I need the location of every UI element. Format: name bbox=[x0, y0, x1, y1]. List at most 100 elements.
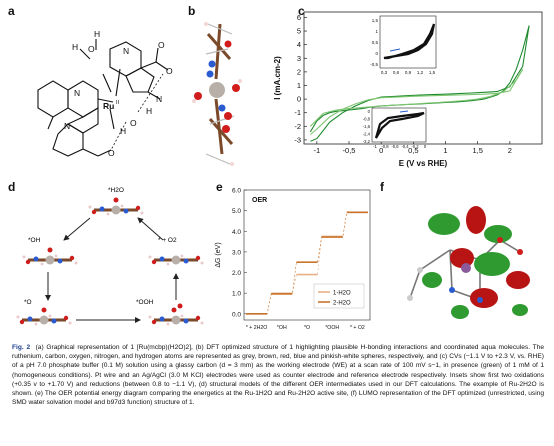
cv-ytick-label: 1 bbox=[297, 81, 301, 90]
cv-xtick-label: 0,5 bbox=[408, 146, 418, 155]
oer-series-0 bbox=[246, 212, 368, 315]
intermediates-drawing: *H2O *OH * + O2 *O *OOH bbox=[15, 187, 205, 327]
panel-d-label: d bbox=[8, 180, 16, 194]
atom-ru-ox: II bbox=[116, 100, 120, 106]
atom-o5: O bbox=[130, 118, 137, 128]
oer-ytick-label: 2.0 bbox=[232, 270, 241, 277]
atom-h4: H bbox=[120, 126, 126, 136]
cv-ytick-label: 6 bbox=[297, 13, 301, 22]
atom-ru: Ru bbox=[103, 101, 114, 111]
inset2-ytick-label: 0 bbox=[368, 109, 371, 114]
cv-ytick-label: 2 bbox=[297, 67, 301, 76]
inset1-ytick-label: 0 bbox=[375, 51, 378, 56]
cv-ytick-label: 0 bbox=[297, 95, 301, 104]
cv-xtick-label: 1,5 bbox=[472, 146, 482, 155]
oer-ytick-label: 4.0 bbox=[232, 229, 241, 236]
cv-xtick-label: 2 bbox=[508, 146, 512, 155]
inset1-ytick-label: 1,5 bbox=[372, 18, 379, 23]
state-h2o: *H2O bbox=[108, 187, 124, 194]
cv-ytick-label: 3 bbox=[297, 54, 301, 63]
inset1-xtick-label: 0,3 bbox=[381, 70, 388, 75]
panel-c-label: c bbox=[298, 4, 305, 18]
cv-frame bbox=[303, 11, 543, 145]
oer-ytick-label: 3.0 bbox=[232, 249, 241, 256]
oer-ytick-label: 0.0 bbox=[232, 311, 241, 318]
state-o2: * + O2 bbox=[158, 237, 177, 244]
inset2-xtick-label: -0,2 bbox=[411, 144, 419, 149]
cv-xtick-label: -1 bbox=[314, 146, 321, 155]
state-o: *O bbox=[24, 299, 32, 306]
atom-o4: O bbox=[108, 148, 115, 158]
oer-legend bbox=[313, 283, 365, 309]
atom-h2: H bbox=[94, 29, 100, 39]
cv-series-3 bbox=[310, 68, 524, 135]
oer-legend-label: 2-H2O bbox=[333, 301, 351, 307]
panel-b-label: b bbox=[188, 4, 196, 18]
oer-frame bbox=[243, 189, 371, 321]
inset1-xtick-label: 1,5 bbox=[429, 70, 436, 75]
state-oh: *OH bbox=[28, 237, 41, 244]
figure-caption: Fig. 2 (a) Graphical representation of 1… bbox=[12, 343, 544, 407]
cv-xtick-label: -0,5 bbox=[343, 146, 356, 155]
inset2-xtick-label: 0 bbox=[424, 144, 427, 149]
inset2-xtick-label: -0,4 bbox=[401, 144, 409, 149]
panel-f-label: f bbox=[380, 180, 384, 194]
panel-a: a bbox=[8, 4, 178, 164]
cv-ytick-label: 4 bbox=[297, 40, 301, 49]
inset2-arrow bbox=[399, 110, 409, 113]
atom-n4: N bbox=[156, 94, 162, 104]
atom-h1: H bbox=[72, 42, 78, 52]
oer-xtick-label: *O bbox=[304, 325, 310, 331]
atom-o3: O bbox=[166, 66, 173, 76]
panel-e-label: e bbox=[216, 180, 223, 194]
cv-ytick-label: -2 bbox=[294, 122, 301, 131]
inset1-ytick-label: -0,5 bbox=[370, 62, 378, 67]
oer-ytick-label: 5.0 bbox=[232, 208, 241, 215]
inset1-ytick-label: 0,5 bbox=[372, 40, 379, 45]
atom-o2: O bbox=[158, 40, 165, 50]
oer-ytick-label: 6.0 bbox=[232, 188, 241, 195]
cv-ytick-label: 5 bbox=[297, 27, 301, 36]
cv-ylabel: I (mA.cm-2) bbox=[273, 56, 282, 100]
panel-d: d *H2O *OH * + O2 *O bbox=[8, 180, 208, 338]
oer-series-1 bbox=[246, 212, 368, 315]
cv-series-1 bbox=[310, 25, 530, 142]
oer-legend-label: 1-H2O bbox=[333, 291, 351, 297]
state-ooh: *OOH bbox=[136, 299, 154, 306]
inset1-arrow bbox=[389, 48, 401, 52]
cv-ytick-label: -1 bbox=[294, 108, 301, 117]
structure-b-drawing bbox=[192, 22, 242, 166]
inset2-ytick-label: -0,8 bbox=[363, 117, 371, 122]
atom-n2: N bbox=[74, 88, 80, 98]
oer-xtick-label: * + O2 bbox=[350, 325, 365, 331]
inset2-ytick-label: -1,6 bbox=[363, 124, 371, 129]
inset1-ytick-label: 1 bbox=[375, 29, 378, 34]
oer-xtick-label: * + 2H2O bbox=[246, 325, 267, 331]
oer-ylabel: ΔG (eV) bbox=[215, 242, 222, 267]
atom-n3: N bbox=[64, 121, 70, 131]
atom-n1: N bbox=[123, 46, 129, 56]
oer-ytick-label: 1.0 bbox=[232, 291, 241, 298]
oer-title: OER bbox=[252, 197, 267, 204]
inset1-curve bbox=[383, 23, 436, 60]
panel-b: b bbox=[188, 4, 248, 174]
oer-xtick-label: *OH bbox=[277, 325, 287, 331]
panel-c: c -1 -0,5 0 0,5 1 1,5 2 -3 -2 -1 0 1 2 3 4 5 6 E (V vs RH… bbox=[268, 4, 550, 172]
inset1-xtick-label: 1,2 bbox=[417, 70, 424, 75]
cv-ytick-label: -3 bbox=[294, 135, 301, 144]
inset1-xtick-label: 0,6 bbox=[393, 70, 400, 75]
lumo-drawing bbox=[407, 206, 530, 319]
caption-fig-label: Fig. 2 bbox=[12, 344, 31, 351]
inset1-xtick-label: 0,9 bbox=[405, 70, 412, 75]
inset2-ytick-label: -3,2 bbox=[363, 139, 371, 144]
caption-text: (a) Graphical representation of 1 [Ru(mc… bbox=[12, 344, 545, 407]
atom-h3: H bbox=[146, 106, 152, 116]
cv-xtick-label: 1 bbox=[443, 146, 447, 155]
cv-series-2 bbox=[310, 68, 524, 127]
panel-f: f bbox=[380, 180, 546, 338]
inset2-ytick-label: -2,4 bbox=[363, 132, 371, 137]
inset2-xtick-label: -0,6 bbox=[391, 144, 399, 149]
cv-xtick-label: 0 bbox=[379, 146, 383, 155]
structure-a-drawing: H O H N Ru II N N N O O O O H H bbox=[37, 29, 173, 158]
